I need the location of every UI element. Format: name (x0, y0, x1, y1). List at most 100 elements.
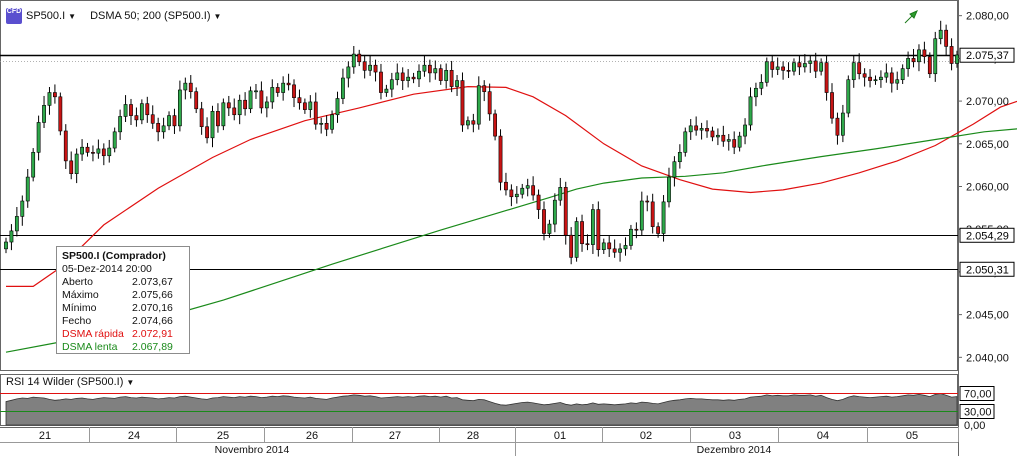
candle (819, 58, 824, 76)
candle (188, 75, 193, 99)
candle (112, 127, 117, 153)
candle-down (226, 102, 231, 109)
candle-up (346, 66, 351, 79)
candle-up (455, 80, 459, 87)
candle (732, 131, 737, 155)
candle (645, 195, 650, 212)
candle (145, 96, 150, 123)
candle-down (259, 90, 264, 109)
price-line-box (959, 47, 1015, 63)
indicator-selector[interactable]: DSMA 50; 200 (SP500.I) ▼ (90, 10, 221, 22)
candle (319, 117, 324, 134)
candle-down (705, 128, 709, 132)
candle (906, 51, 910, 77)
candle-down (536, 194, 541, 210)
candle (118, 109, 123, 140)
candle (764, 57, 769, 87)
candle (74, 148, 79, 184)
candle (504, 172, 508, 196)
candle (748, 87, 753, 131)
candle (58, 92, 63, 136)
candle (917, 44, 921, 72)
candle (20, 195, 25, 226)
candle (254, 84, 258, 99)
candles (4, 20, 959, 265)
candle-up (417, 70, 421, 80)
candle (862, 68, 867, 87)
candle-up (9, 230, 14, 243)
ma-line-slow (5, 128, 1017, 353)
price-line-label: 2.054,29 (966, 230, 1009, 242)
candle-up (123, 104, 128, 117)
candle-down (781, 66, 786, 71)
indicator-label: DSMA 50; 200 (SP500.I) (90, 10, 211, 22)
candle (547, 219, 552, 238)
candle-down (449, 70, 454, 87)
candle (873, 75, 878, 85)
candle (770, 54, 775, 78)
candle-down (786, 70, 791, 72)
candle (248, 86, 253, 114)
candle (661, 195, 666, 242)
candle-up (895, 79, 900, 84)
rsi-panel-border (0, 374, 958, 426)
price-tick-label: 2.045,00 (966, 310, 1009, 322)
candle (634, 222, 639, 239)
rsi-tick-label: 30,00 (964, 407, 992, 419)
candle (395, 63, 400, 86)
candle (868, 69, 872, 88)
candle-up (248, 90, 253, 110)
candle-down (58, 96, 63, 132)
candle-up (688, 125, 693, 133)
price-tick-label: 2.040,00 (966, 352, 1009, 364)
candle (205, 117, 209, 144)
candle (351, 45, 356, 74)
candle-down (400, 72, 405, 81)
candle-down (216, 111, 220, 127)
candle-up (254, 90, 258, 93)
month-label: Novembro 2014 (215, 444, 290, 456)
data-window-label: Mínimo (62, 302, 97, 314)
candle (846, 75, 851, 118)
candle (139, 99, 144, 125)
candle (623, 237, 628, 256)
trend-arrow-icon[interactable] (904, 10, 918, 24)
moving-averages (5, 85, 1017, 353)
candle (210, 105, 215, 148)
candle-down (835, 117, 840, 136)
candle-up (20, 200, 25, 217)
candle-down (862, 73, 867, 78)
candle-up (118, 116, 123, 133)
data-window-label: Aberto (62, 276, 93, 288)
candle (743, 118, 747, 145)
candle (4, 237, 8, 254)
candle (754, 82, 758, 107)
candle-up (938, 29, 943, 40)
candle (341, 68, 345, 105)
candle-up (661, 201, 666, 234)
candle-up (96, 148, 101, 154)
candle-up (368, 64, 372, 71)
candle-up (574, 221, 579, 258)
candle (759, 74, 764, 96)
candle (455, 75, 459, 96)
candle-down (487, 91, 492, 115)
data-window-label: DSMA lenta (62, 341, 118, 353)
candle-up (846, 79, 851, 114)
candle (379, 63, 383, 100)
candle-down (650, 201, 655, 227)
candle (938, 20, 943, 45)
candle-down (275, 87, 280, 93)
candle-down (770, 61, 775, 70)
candle-up (623, 245, 628, 250)
rsi-selector[interactable]: RSI 14 Wilder (SP500.I) ▼ (6, 376, 134, 388)
candle (384, 84, 389, 97)
candle-down (53, 92, 57, 98)
symbol-selector[interactable]: SP500.I ▼ (26, 10, 76, 22)
candle (672, 156, 677, 187)
candle-up (444, 70, 449, 81)
candle-up (552, 199, 557, 225)
candle-up (792, 62, 796, 72)
candle (14, 207, 19, 237)
